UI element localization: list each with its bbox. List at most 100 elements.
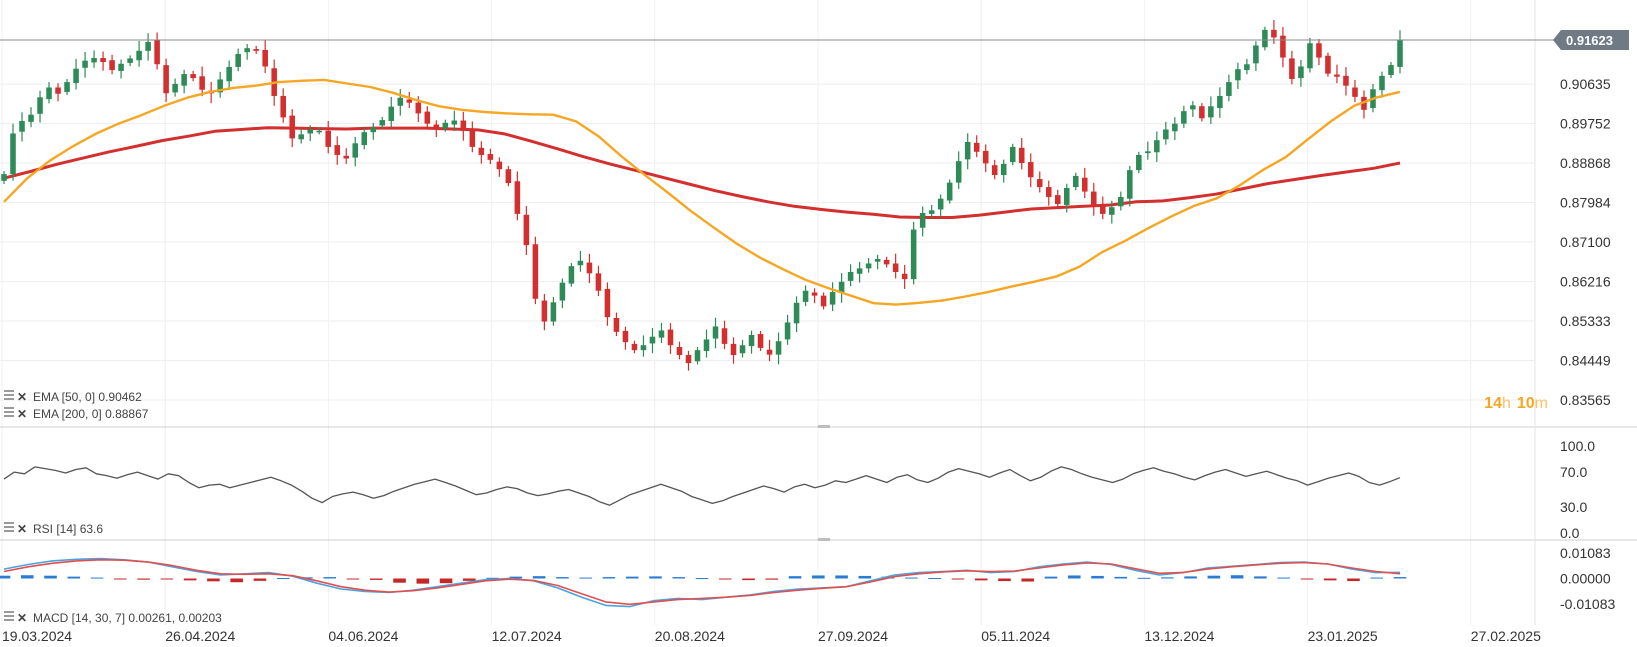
candle[interactable]: [424, 106, 431, 128]
indicator-settings-icon[interactable]: [4, 522, 14, 532]
candle[interactable]: [1217, 87, 1223, 118]
candle[interactable]: [1163, 121, 1169, 145]
candle[interactable]: [163, 58, 169, 102]
candle[interactable]: [667, 323, 674, 354]
candle[interactable]: [550, 296, 557, 326]
candle[interactable]: [892, 253, 899, 279]
candle[interactable]: [532, 236, 539, 305]
candle[interactable]: [361, 126, 368, 150]
candle[interactable]: [919, 206, 926, 237]
candle[interactable]: [1190, 101, 1196, 117]
candle[interactable]: [739, 339, 746, 358]
candle[interactable]: [712, 317, 719, 349]
candle[interactable]: [1379, 71, 1385, 98]
candle[interactable]: [865, 258, 872, 273]
candle[interactable]: [1397, 30, 1403, 74]
candle[interactable]: [838, 273, 845, 303]
candle[interactable]: [1063, 183, 1070, 213]
candle[interactable]: [352, 136, 359, 167]
candle[interactable]: [190, 70, 196, 82]
macd-resize-handle[interactable]: [818, 538, 830, 541]
candle[interactable]: [325, 120, 332, 154]
candle[interactable]: [1109, 200, 1115, 224]
rsi-legend[interactable]: ✕ RSI [14] 63.6: [4, 522, 103, 536]
candle[interactable]: [199, 66, 205, 97]
candle[interactable]: [1072, 172, 1079, 191]
candle[interactable]: [613, 312, 620, 337]
candle[interactable]: [1118, 191, 1124, 211]
candle[interactable]: [703, 329, 710, 358]
candle[interactable]: [118, 59, 124, 79]
candle[interactable]: [136, 41, 142, 67]
candle[interactable]: [172, 78, 178, 97]
candle[interactable]: [298, 129, 304, 144]
candle[interactable]: [568, 263, 575, 287]
candle[interactable]: [541, 294, 548, 331]
candle[interactable]: [694, 347, 701, 365]
candle[interactable]: [28, 107, 34, 128]
candle[interactable]: [964, 133, 971, 170]
candle[interactable]: [595, 265, 602, 297]
candle[interactable]: [1334, 64, 1340, 84]
candle[interactable]: [1172, 117, 1178, 140]
candle[interactable]: [262, 40, 268, 73]
macd-legend[interactable]: ✕ MACD [14, 30, 7] 0.00261, 0.00203: [4, 611, 222, 625]
candle[interactable]: [622, 326, 629, 350]
candle[interactable]: [1226, 74, 1232, 102]
candle[interactable]: [1136, 151, 1142, 174]
candle[interactable]: [820, 292, 827, 310]
candle[interactable]: [226, 60, 232, 90]
candle[interactable]: [1009, 143, 1016, 166]
rsi-axis-labels[interactable]: 100.0 70.0 30.0 0.0: [1560, 438, 1595, 541]
candle[interactable]: [901, 265, 908, 289]
candle[interactable]: [343, 148, 350, 164]
candlesticks[interactable]: [1, 20, 1403, 371]
candle[interactable]: [1100, 196, 1106, 220]
rsi-resize-handle[interactable]: [818, 425, 830, 428]
candle[interactable]: [676, 341, 683, 360]
candle[interactable]: [217, 71, 223, 98]
candle[interactable]: [730, 337, 737, 364]
candle[interactable]: [1054, 189, 1061, 209]
candle[interactable]: [1199, 103, 1205, 122]
candle[interactable]: [1018, 137, 1025, 170]
candle[interactable]: [946, 179, 953, 204]
candle[interactable]: [721, 320, 728, 350]
candle[interactable]: [523, 206, 530, 255]
ema50-legend[interactable]: ✕ EMA [50, 0] 0.90462: [4, 390, 142, 404]
candle[interactable]: [91, 50, 97, 68]
candle[interactable]: [1325, 52, 1331, 77]
candle[interactable]: [433, 120, 440, 138]
candle[interactable]: [874, 254, 881, 270]
candle[interactable]: [748, 330, 755, 354]
candle[interactable]: [514, 171, 521, 221]
candle[interactable]: [1289, 50, 1295, 85]
candle[interactable]: [145, 33, 151, 61]
candle[interactable]: [406, 91, 413, 109]
candle[interactable]: [181, 69, 187, 94]
remove-indicator-icon[interactable]: ✕: [17, 522, 27, 536]
candle[interactable]: [19, 112, 25, 142]
candle[interactable]: [253, 45, 259, 54]
candle[interactable]: [370, 122, 377, 140]
candle[interactable]: [793, 296, 800, 333]
ema200-legend[interactable]: ✕ EMA [200, 0] 0.88867: [4, 407, 149, 421]
candle[interactable]: [1253, 41, 1259, 71]
candle[interactable]: [586, 253, 593, 284]
candle[interactable]: [478, 141, 485, 164]
candle[interactable]: [1244, 58, 1250, 75]
candle[interactable]: [1307, 37, 1313, 73]
macd-axis-labels[interactable]: 0.01083 0.00000 -0.01083: [1560, 545, 1615, 612]
candle[interactable]: [244, 43, 250, 60]
candle[interactable]: [1082, 167, 1088, 199]
candle[interactable]: [649, 328, 656, 354]
candle[interactable]: [451, 110, 458, 132]
candle[interactable]: [829, 282, 836, 312]
candle[interactable]: [316, 127, 322, 135]
candle[interactable]: [388, 96, 395, 128]
candle[interactable]: [1181, 105, 1187, 128]
candle[interactable]: [1388, 62, 1394, 79]
candle[interactable]: [46, 82, 52, 104]
candle[interactable]: [784, 314, 791, 345]
